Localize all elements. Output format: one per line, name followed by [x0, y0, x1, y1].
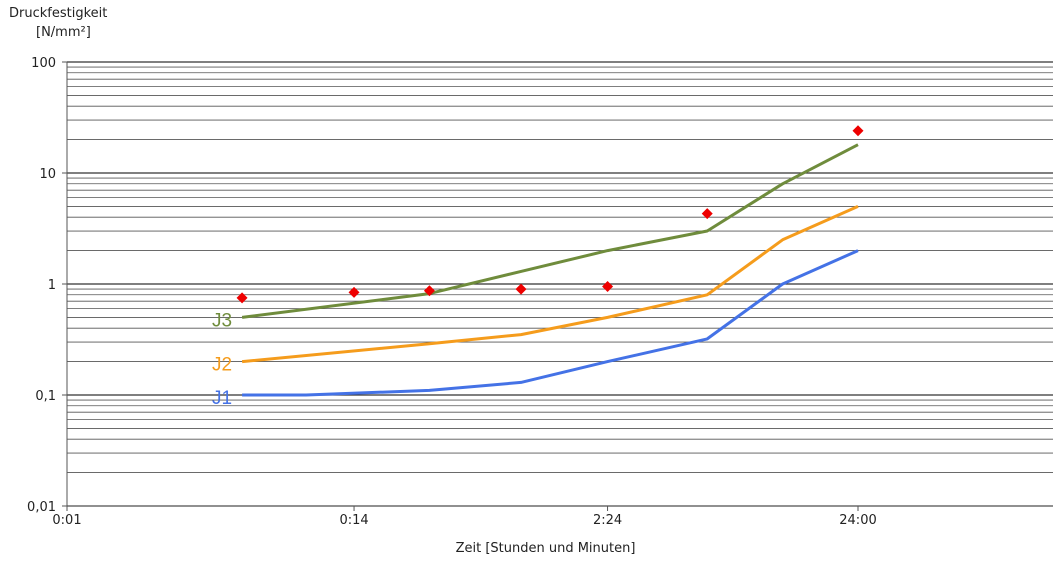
- x-axis-title-text: Zeit [Stunden und Minuten]: [455, 541, 636, 556]
- series-line-j1: [242, 249, 859, 397]
- y-axis-title: Druckfestigkeit [N/mm²]: [9, 4, 107, 42]
- series-line-j2: [241, 205, 859, 364]
- y-axis-unit: [N/mm²]: [36, 25, 91, 40]
- x-tick-label: 24:00: [839, 513, 876, 528]
- y-tick-label: 1: [48, 278, 56, 293]
- series-label-j1: J1: [212, 388, 232, 409]
- y-tick-label: 0,1: [35, 389, 56, 404]
- x-tick-label: 2:24: [593, 513, 622, 528]
- series-lines: [241, 143, 859, 397]
- y-tick-label: 0,01: [27, 500, 56, 515]
- y-tick-label: 10: [39, 167, 56, 182]
- y-axis-title-text: Druckfestigkeit: [9, 6, 108, 21]
- y-tick-label: 100: [31, 56, 56, 71]
- data-point: [852, 125, 864, 137]
- y-tick-labels: 0,01 0,1 1 10 100: [27, 56, 67, 515]
- data-point: [423, 285, 435, 297]
- measurement-points: [236, 125, 864, 304]
- series-labels: J1 J2 J3: [212, 310, 232, 409]
- x-tick-labels: 0:01 0:14 2:24 24:00: [52, 506, 877, 528]
- data-point: [348, 286, 360, 298]
- y-gridlines: [67, 61, 1053, 507]
- series-label-j2: J2: [212, 355, 232, 376]
- x-tick-label: 0:14: [339, 513, 368, 528]
- data-point: [602, 280, 614, 292]
- series-label-j3: J3: [212, 310, 232, 331]
- data-point: [701, 208, 713, 220]
- x-tick-label: 0:01: [52, 513, 81, 528]
- data-point: [236, 292, 248, 304]
- data-point: [515, 283, 527, 295]
- x-axis-title: Zeit [Stunden und Minuten]: [0, 541, 1053, 556]
